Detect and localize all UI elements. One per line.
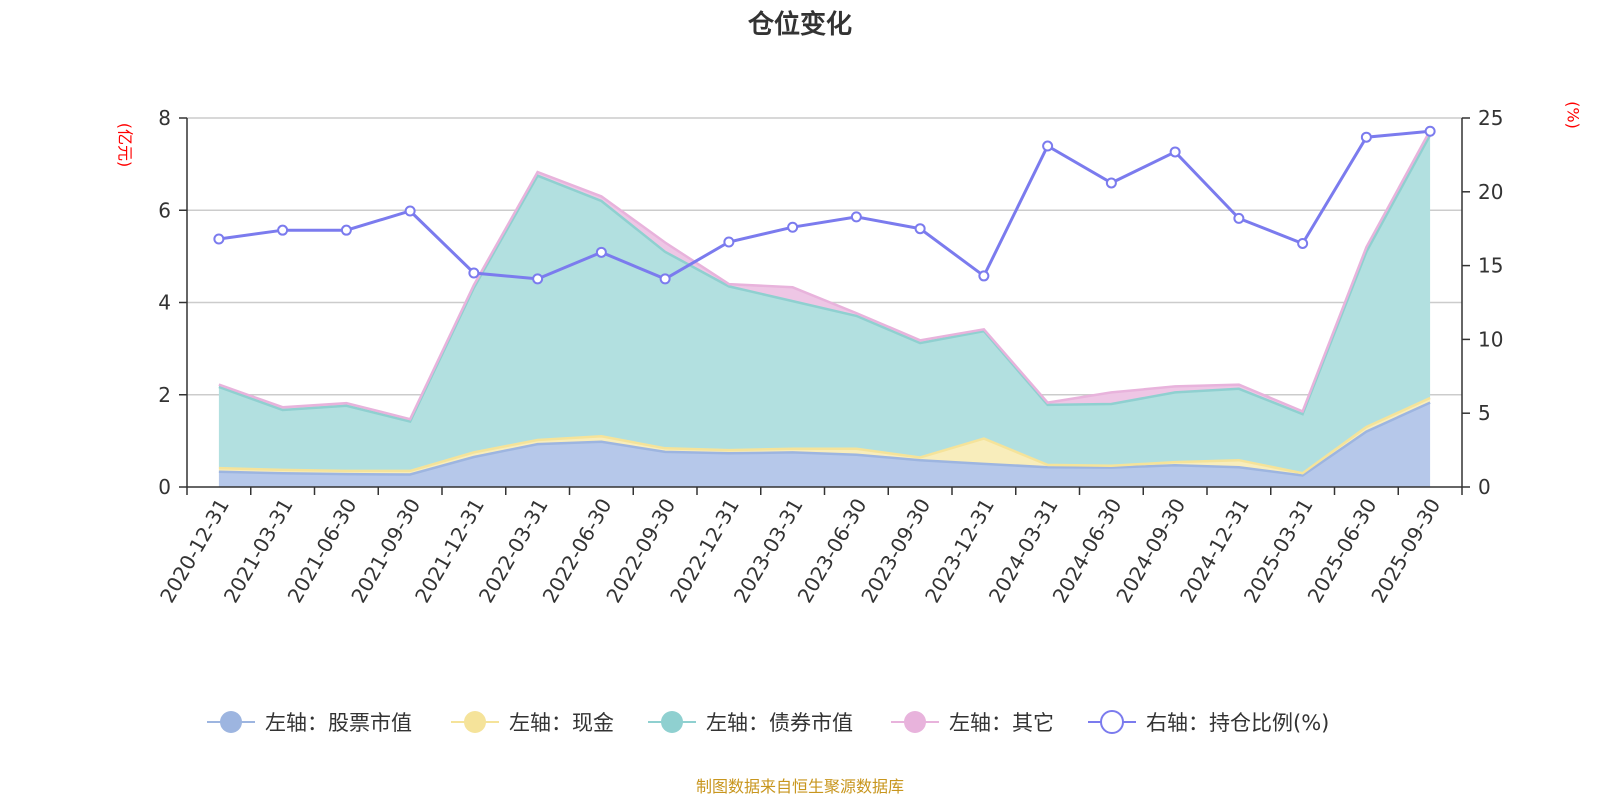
left-tick-label: 8 — [158, 106, 171, 130]
ratio-point — [787, 221, 799, 233]
right-tick-label: 15 — [1478, 254, 1503, 278]
ratio-point — [1042, 140, 1054, 152]
legend-label: 左轴：其它 — [949, 711, 1054, 735]
legend-item: 右轴：持仓比例(%) — [1088, 710, 1329, 735]
ratio-point — [340, 224, 352, 236]
ratio-point — [404, 205, 416, 217]
left-axis-unit: (亿元) — [116, 123, 135, 168]
legend: 左轴：股票市值 左轴：现金 左轴：债券市值 左轴：其它 右轴：持仓比例(%) — [207, 710, 1329, 735]
ratio-point — [723, 236, 735, 248]
legend-item: 左轴：债券市值 — [648, 711, 853, 735]
ratio-point — [850, 211, 862, 223]
chart-title: 仓位变化 — [747, 9, 852, 40]
right-axis-unit: (%) — [1564, 101, 1583, 129]
left-tick-label: 6 — [158, 198, 171, 222]
legend-item: 左轴：股票市值 — [207, 711, 412, 735]
legend-label: 左轴：股票市值 — [265, 711, 412, 735]
right-tick-label: 0 — [1478, 475, 1491, 499]
ratio-series — [213, 125, 1436, 285]
ratio-point — [659, 273, 671, 285]
ratio-point — [213, 233, 225, 245]
ratio-point — [532, 273, 544, 285]
right-tick-label: 5 — [1478, 401, 1491, 425]
area-top-line — [218, 396, 1431, 475]
left-tick-label: 0 — [158, 475, 171, 499]
left-tick-label: 4 — [158, 291, 171, 315]
area-band — [218, 402, 1431, 487]
ratio-point — [1233, 212, 1245, 224]
ratio-point — [914, 223, 926, 235]
stacked-areas — [218, 129, 1432, 487]
ratio-line — [218, 129, 1431, 281]
ratio-point — [1105, 177, 1117, 189]
legend-label: 左轴：债券市值 — [706, 711, 853, 735]
ratio-point — [1297, 237, 1309, 249]
left-tick-label: 2 — [158, 383, 171, 407]
ratio-point — [1424, 125, 1436, 137]
area-top-line — [218, 401, 1431, 477]
area-band — [218, 135, 1431, 474]
ratio-point — [978, 270, 990, 282]
legend-marker — [904, 711, 926, 733]
legend-marker — [220, 711, 242, 733]
legend-marker — [1100, 710, 1124, 734]
ratio-point — [468, 267, 480, 279]
right-tick-label: 20 — [1478, 180, 1503, 204]
legend-marker — [464, 711, 486, 733]
right-tick-label: 25 — [1478, 106, 1503, 130]
legend-label: 左轴：现金 — [509, 711, 614, 735]
ratio-point — [1360, 131, 1372, 143]
ratio-point — [1169, 146, 1181, 158]
ratio-point — [277, 224, 289, 236]
source-note: 制图数据来自恒生聚源数据库 — [696, 777, 904, 796]
legend-marker — [661, 711, 683, 733]
right-tick-label: 10 — [1478, 327, 1503, 351]
legend-label: 右轴：持仓比例(%) — [1146, 711, 1329, 735]
legend-item: 左轴：其它 — [891, 711, 1054, 735]
area-top-line — [218, 129, 1432, 421]
legend-item: 左轴：现金 — [451, 711, 614, 735]
ratio-point — [595, 246, 607, 258]
